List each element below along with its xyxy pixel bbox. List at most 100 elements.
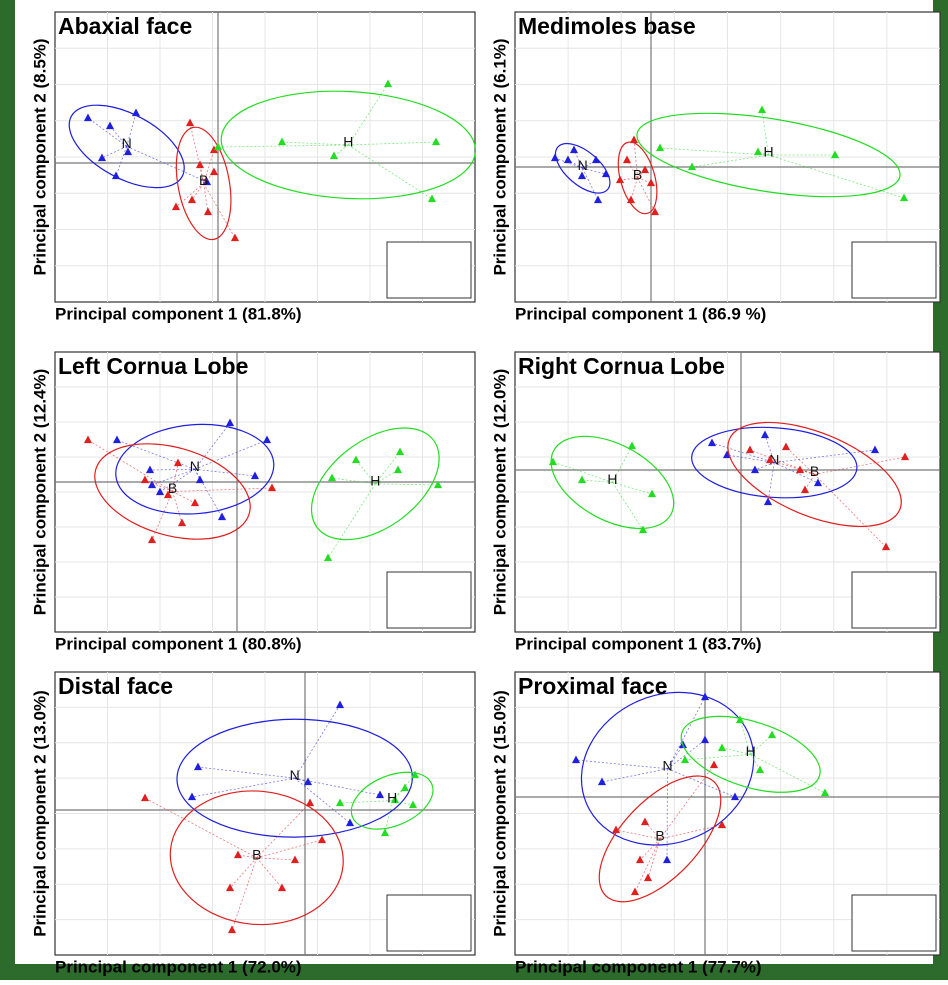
point	[185, 118, 195, 127]
point	[408, 800, 418, 809]
group-label: N	[769, 451, 779, 467]
point	[571, 755, 581, 764]
group-ellipse	[175, 126, 232, 241]
point	[593, 195, 603, 204]
group-label: B	[655, 828, 664, 844]
point	[303, 777, 313, 786]
point	[250, 471, 260, 480]
spoke	[194, 422, 231, 470]
point	[550, 153, 560, 162]
point	[209, 167, 219, 176]
spoke	[552, 461, 613, 483]
spoke	[612, 445, 633, 483]
point	[820, 788, 830, 797]
group-ellipse	[68, 104, 185, 189]
point	[345, 818, 355, 827]
point	[709, 760, 719, 769]
group-ellipse	[350, 771, 434, 830]
spoke	[203, 149, 215, 184]
point	[262, 435, 272, 444]
inset	[386, 241, 472, 299]
point	[209, 145, 219, 154]
group-label: H	[607, 471, 617, 487]
panel: N B H Medimoles base Principal component 1 (…	[490, 11, 941, 323]
point	[638, 525, 648, 534]
point	[111, 171, 121, 180]
spoke	[634, 838, 661, 893]
spoke	[194, 439, 268, 470]
spoke	[581, 168, 584, 177]
spoke	[348, 144, 433, 200]
spoke	[391, 787, 406, 801]
point	[577, 475, 587, 484]
spoke	[355, 459, 376, 485]
point	[380, 828, 390, 837]
point	[327, 473, 337, 482]
point	[647, 489, 657, 498]
point	[717, 820, 727, 829]
point	[646, 178, 656, 187]
spoke	[639, 838, 661, 861]
point	[700, 692, 710, 701]
point	[781, 442, 791, 451]
spoke	[554, 157, 583, 169]
group-ellipse	[115, 423, 275, 515]
point	[171, 202, 181, 211]
point	[163, 490, 173, 499]
spoke	[87, 117, 127, 147]
spoke	[575, 759, 668, 770]
point	[225, 883, 235, 892]
group-label: N	[290, 767, 300, 783]
spoke	[667, 744, 684, 769]
point	[548, 457, 558, 466]
x-axis-label: Principal component 1 (86.9 %)	[515, 304, 766, 323]
point	[393, 465, 403, 474]
y-axis-label: Principal component 2 (8.5%)	[30, 38, 49, 275]
point	[767, 730, 777, 739]
spoke	[601, 768, 668, 783]
point	[687, 162, 697, 171]
spoke	[348, 141, 437, 146]
group-ellipse	[680, 715, 821, 793]
point	[335, 700, 345, 709]
point	[870, 445, 880, 454]
spoke	[203, 183, 209, 213]
point	[765, 455, 775, 464]
spoke	[749, 449, 815, 475]
group-ellipse	[598, 775, 722, 903]
spoke	[172, 487, 273, 492]
point	[626, 195, 636, 204]
point	[563, 155, 573, 164]
point	[755, 765, 765, 774]
point	[795, 465, 805, 474]
point	[655, 143, 665, 152]
spoke	[814, 474, 887, 548]
point	[173, 458, 183, 467]
group-label: N	[190, 458, 200, 474]
point	[187, 792, 197, 801]
point	[140, 793, 150, 802]
spoke	[333, 144, 349, 157]
point	[577, 171, 587, 180]
spoke	[339, 800, 393, 804]
point	[629, 135, 639, 144]
point	[123, 147, 133, 156]
spoke	[619, 177, 638, 181]
group-ellipse	[554, 142, 611, 194]
y-axis-label: Principal component 2 (13.0%)	[30, 690, 49, 937]
point	[187, 195, 197, 204]
point	[640, 165, 650, 174]
spoke	[237, 854, 257, 859]
point	[145, 465, 155, 474]
panel: NB H Left Cornua Lobe Principal component 1…	[30, 351, 476, 653]
group-ellipse	[220, 90, 477, 200]
spoke	[115, 146, 128, 177]
group-ellipse	[636, 112, 901, 198]
spoke	[767, 462, 775, 503]
point	[277, 883, 287, 892]
spoke	[659, 824, 723, 840]
point	[383, 79, 393, 88]
point	[267, 483, 277, 492]
